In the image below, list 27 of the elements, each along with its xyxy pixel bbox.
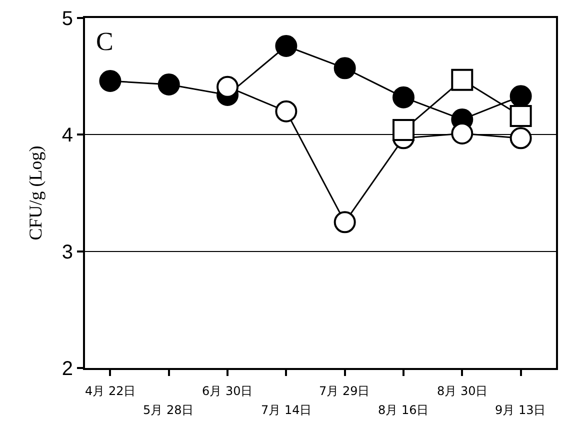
point — [275, 100, 298, 122]
x-tick-label: 6月 30日 — [202, 384, 253, 398]
x-tick-label: 7月 29日 — [319, 384, 370, 398]
point — [275, 35, 298, 57]
point — [392, 119, 414, 141]
annotation: C — [96, 27, 114, 56]
x-tick-label: 8月 16日 — [378, 403, 429, 417]
x-tick-label: 5月 28日 — [143, 403, 194, 417]
point — [99, 70, 122, 92]
y-axis-title: CFU/g (Log) — [26, 146, 46, 240]
y-tick-label: 2 — [62, 358, 73, 380]
point — [510, 127, 532, 150]
point — [158, 74, 180, 96]
point — [216, 76, 239, 98]
y-tick-label: 3 — [62, 241, 73, 264]
point — [334, 57, 356, 80]
point — [510, 105, 532, 127]
point — [334, 211, 356, 234]
point — [451, 122, 474, 144]
point — [392, 86, 414, 108]
y-tick-label: 4 — [62, 124, 73, 147]
point — [451, 68, 474, 91]
x-tick-label: 4月 22日 — [85, 384, 136, 398]
x-tick-label: 9月 13日 — [495, 403, 546, 417]
x-tick-label: 8月 30日 — [437, 384, 488, 398]
x-tick-label: 7月 14日 — [261, 403, 312, 417]
y-tick-label: 5 — [62, 8, 73, 30]
